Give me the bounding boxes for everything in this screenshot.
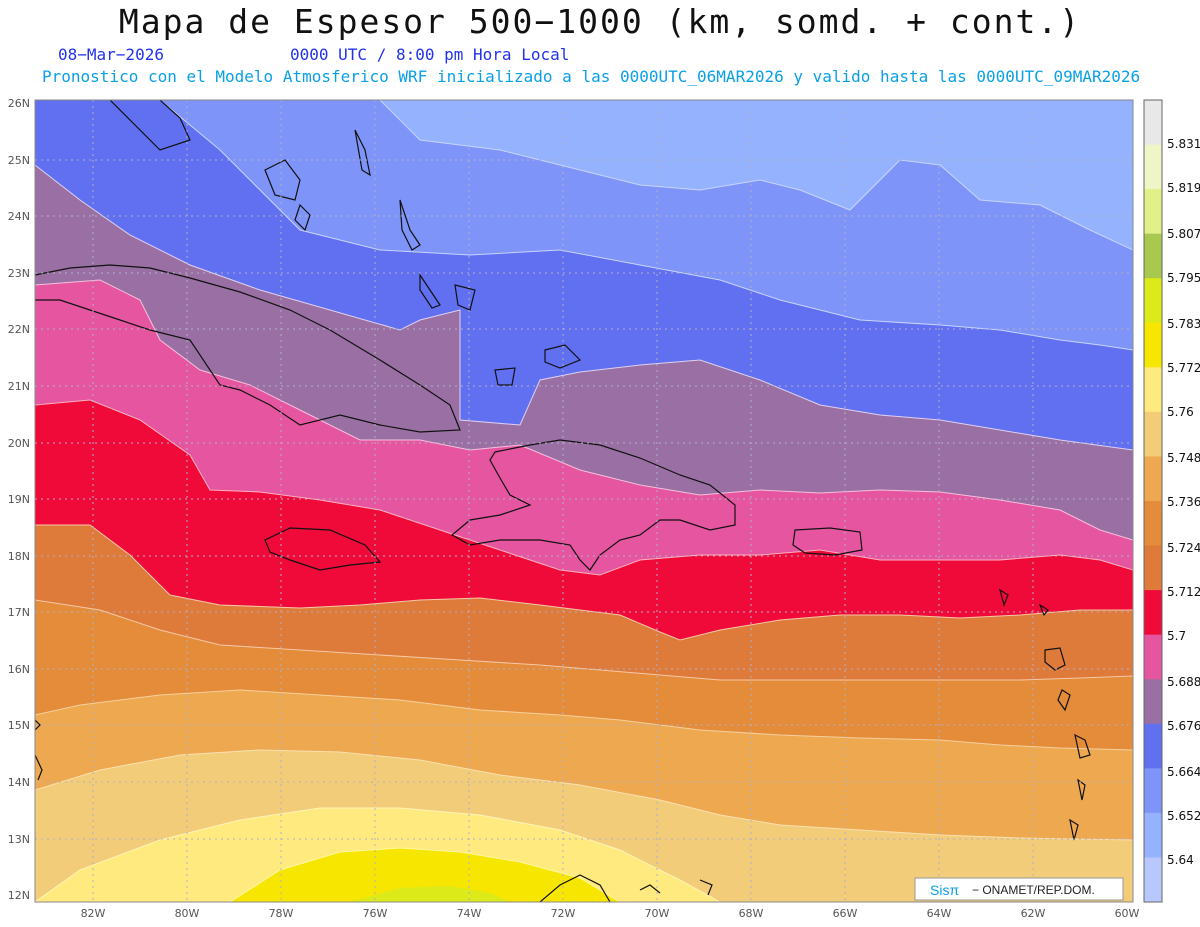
central-america-coastline — [35, 719, 43, 781]
lon-label: 62W — [1021, 907, 1046, 920]
onamet-logo: Sisπ − ONAMET/REP.DOM. — [914, 877, 1124, 901]
colorbar-swatch — [1144, 545, 1162, 591]
cuba-coastline — [35, 264, 461, 433]
lesser-antilles-coastline — [999, 588, 1091, 841]
colorbar-swatch — [1144, 501, 1162, 547]
south-america-coastline — [539, 874, 713, 902]
plot-frame — [34, 99, 1134, 903]
colorbar-label: 5.652 — [1167, 809, 1200, 823]
colorbar-swatch — [1144, 411, 1162, 457]
lon-label: 64W — [927, 907, 952, 920]
colorbar-label: 5.819 — [1167, 181, 1200, 195]
colorbar-label: 5.688 — [1167, 675, 1200, 689]
colorbar — [1143, 99, 1163, 903]
colorbar-swatch — [1144, 679, 1162, 725]
colorbar-frame — [1143, 99, 1163, 903]
lon-label: 68W — [739, 907, 764, 920]
lat-label: 26N — [8, 97, 30, 110]
colorbar-label: 5.795 — [1167, 271, 1200, 285]
lon-label: 78W — [269, 907, 294, 920]
colorbar-label: 5.736 — [1167, 495, 1200, 509]
colorbar-swatch — [1144, 857, 1162, 903]
colorbar-label: 5.807 — [1167, 227, 1200, 241]
colorbar-labels: 5.831 5.819 5.807 5.795 5.783 5.772 5.76… — [1167, 137, 1200, 867]
colorbar-swatch — [1144, 456, 1162, 502]
lon-label: 76W — [363, 907, 388, 920]
colorbar-label: 5.7 — [1167, 629, 1186, 643]
colorbar-label: 5.724 — [1167, 541, 1200, 555]
colorbar-swatch — [1144, 590, 1162, 636]
lat-label: 22N — [8, 323, 30, 336]
colorbar-swatch — [1144, 278, 1162, 324]
lat-label: 17N — [8, 606, 30, 619]
colorbar-label: 5.831 — [1167, 137, 1200, 151]
longitude-labels: 82W 80W 78W 76W 74W 72W 70W 68W 66W 64W … — [81, 907, 1140, 920]
map-title: Mapa de Espesor 500−1000 (km, somd. + co… — [118, 2, 1082, 41]
colorbar-label: 5.748 — [1167, 451, 1200, 465]
lon-label: 74W — [457, 907, 482, 920]
colorbar-label: 5.676 — [1167, 719, 1200, 733]
colorbar-swatch — [1144, 367, 1162, 413]
colorbar-label: 5.783 — [1167, 317, 1200, 331]
colorbar-swatch — [1144, 723, 1162, 769]
hispaniola-coastline — [450, 439, 736, 571]
colorbar-swatch — [1144, 634, 1162, 680]
colorbar-swatch — [1144, 189, 1162, 235]
lat-label: 20N — [8, 437, 30, 450]
logo-box — [914, 877, 1124, 901]
colorbar-swatch — [1144, 322, 1162, 368]
colorbar-label: 5.772 — [1167, 361, 1200, 375]
colorbar-swatch — [1144, 233, 1162, 279]
lat-label: 18N — [8, 550, 30, 563]
logo-text: − ONAMET/REP.DOM. — [972, 883, 1095, 897]
bahamas-coastline — [109, 100, 476, 311]
latitude-labels: 26N 25N 24N 23N 22N 21N 20N 19N 18N 17N … — [8, 97, 30, 902]
lon-label: 66W — [833, 907, 858, 920]
logo-brand: Sisπ — [930, 882, 959, 898]
band-5772 — [229, 847, 621, 902]
lat-label: 24N — [8, 210, 30, 223]
colorbar-swatch — [1144, 144, 1162, 190]
filled-contours — [35, 100, 1133, 902]
lon-label: 82W — [81, 907, 106, 920]
lat-label: 21N — [8, 380, 30, 393]
colorbar-swatch — [1144, 812, 1162, 858]
forecast-time: 0000 UTC / 8:00 pm Hora Local — [290, 45, 570, 64]
lat-label: 12N — [8, 889, 30, 902]
forecast-date: 08−Mar−2026 — [58, 45, 164, 64]
colorbar-label: 5.712 — [1167, 585, 1200, 599]
colorbar-swatch — [1144, 100, 1162, 146]
graticule — [35, 100, 1133, 902]
colorbar-label: 5.76 — [1167, 405, 1194, 419]
lat-label: 13N — [8, 833, 30, 846]
lat-label: 16N — [8, 663, 30, 676]
puerto-rico-coastline — [792, 527, 863, 556]
lat-label: 25N — [8, 154, 30, 167]
lon-label: 70W — [645, 907, 670, 920]
lat-label: 19N — [8, 493, 30, 506]
jamaica-coastline — [264, 527, 382, 571]
colorbar-label: 5.664 — [1167, 765, 1200, 779]
colorbar-swatch — [1144, 768, 1162, 814]
turks-caicos-coastline — [494, 344, 582, 386]
lat-label: 14N — [8, 776, 30, 789]
lat-label: 23N — [8, 267, 30, 280]
coastlines — [35, 100, 1091, 902]
model-description: Pronostico con el Modelo Atmosferico WRF… — [42, 67, 1141, 86]
band-5783 — [350, 886, 510, 902]
lon-label: 80W — [175, 907, 200, 920]
colorbar-label: 5.64 — [1167, 853, 1194, 867]
lat-label: 15N — [8, 719, 30, 732]
lon-label: 72W — [551, 907, 576, 920]
lon-label: 60W — [1115, 907, 1140, 920]
